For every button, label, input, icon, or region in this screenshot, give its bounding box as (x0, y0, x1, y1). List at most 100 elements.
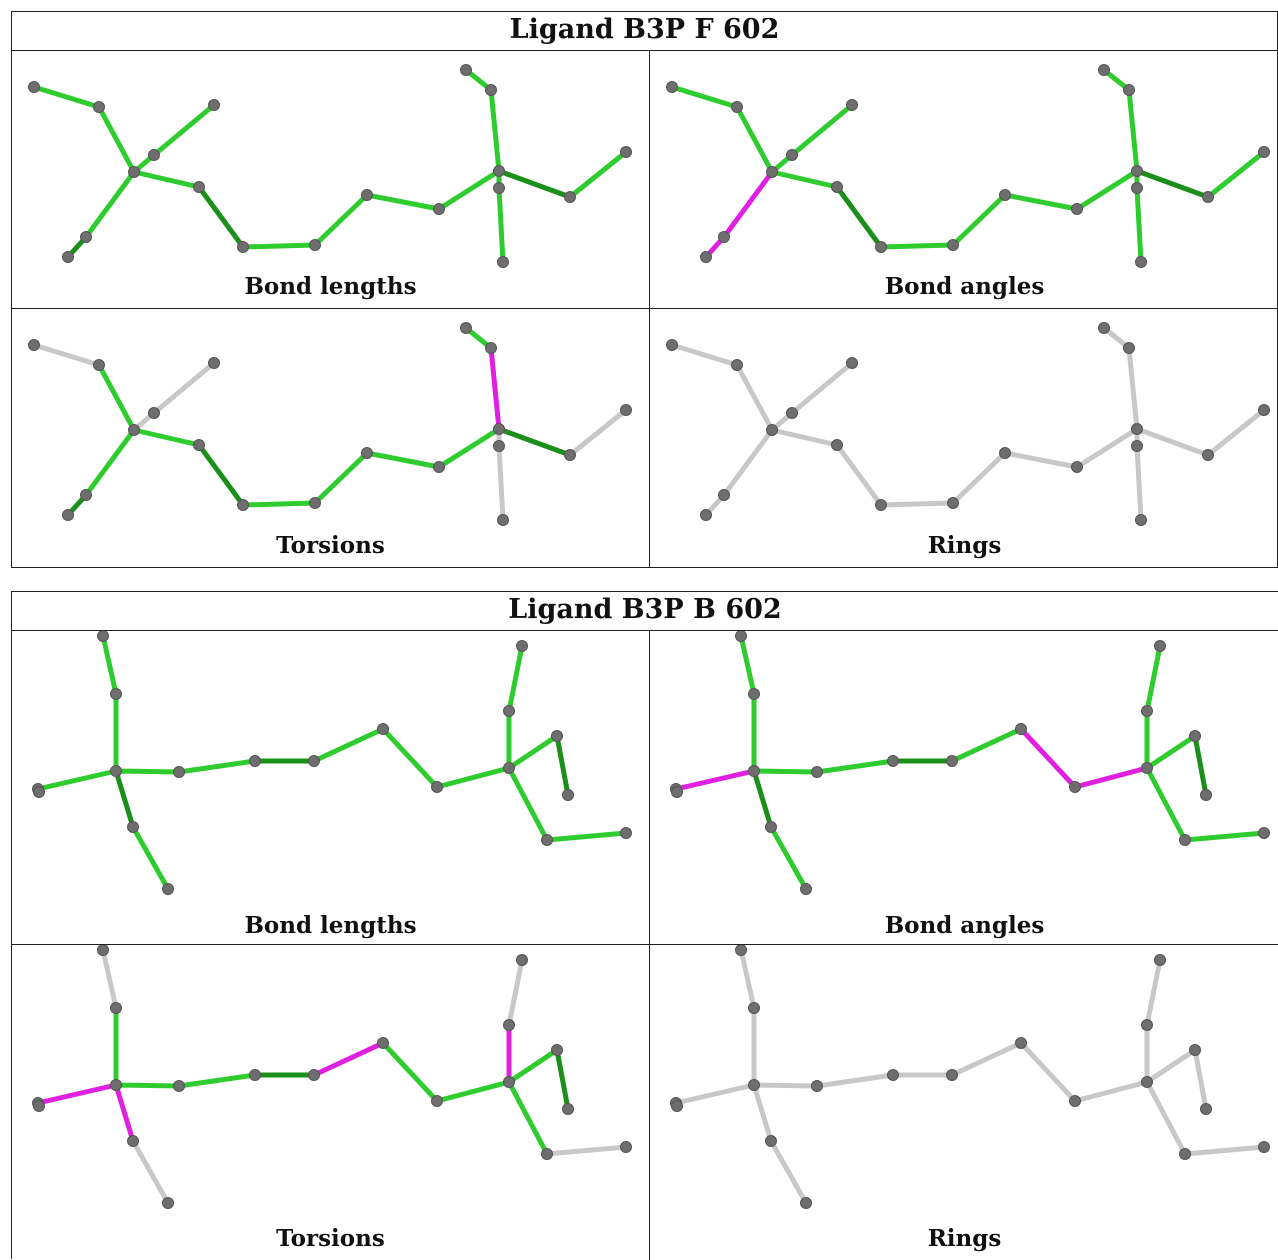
atom (800, 1197, 812, 1209)
atom (110, 1079, 122, 1091)
atom (620, 146, 632, 158)
atom (309, 239, 321, 251)
atom (846, 357, 858, 369)
atom (110, 1002, 122, 1014)
atom (361, 447, 373, 459)
atom (1123, 342, 1135, 354)
bond (496, 443, 506, 523)
bond (751, 1082, 820, 1089)
panel-caption: Rings (927, 532, 1002, 559)
atom (162, 883, 174, 895)
atom (731, 101, 743, 113)
atom (735, 631, 747, 642)
bond (567, 407, 629, 458)
atom (831, 439, 843, 451)
bond (673, 768, 757, 792)
bond (496, 185, 506, 265)
bond (814, 758, 896, 775)
molecule-view (666, 322, 1270, 526)
atom (947, 497, 959, 509)
atom (128, 166, 140, 178)
bond (196, 184, 246, 250)
atom (308, 1069, 320, 1081)
atom (1189, 1044, 1201, 1056)
atom (620, 404, 632, 416)
atom (1098, 322, 1110, 334)
bond (1072, 1079, 1150, 1104)
row-divider (12, 944, 1278, 945)
bond (176, 758, 258, 775)
bond (312, 192, 370, 248)
panel-torsions: Torsions (12, 945, 649, 1260)
bond (434, 1079, 512, 1104)
atom (377, 723, 389, 735)
bond (113, 768, 182, 775)
atom (875, 499, 887, 511)
atom (1154, 954, 1166, 966)
atom (1131, 165, 1143, 177)
bond (878, 242, 956, 250)
atom (128, 424, 140, 436)
bond (1144, 733, 1198, 771)
bond (96, 362, 137, 433)
atom (731, 359, 743, 371)
atom (162, 1197, 174, 1209)
atom (503, 762, 515, 774)
molecule-view (670, 631, 1270, 895)
atom (1179, 1148, 1191, 1160)
bond (496, 426, 573, 458)
atom (433, 461, 445, 473)
atom (493, 423, 505, 435)
bond (1205, 149, 1267, 200)
atom (700, 251, 712, 263)
atom (80, 489, 92, 501)
atom (127, 821, 139, 833)
atom (431, 1095, 443, 1107)
bond (789, 360, 855, 416)
bond (554, 1047, 571, 1112)
atom (1154, 640, 1166, 652)
panel-bond-lengths: Bond lengths (12, 51, 649, 308)
atom (361, 189, 373, 201)
atom (237, 499, 249, 511)
bond (380, 1040, 440, 1104)
bond (488, 345, 502, 432)
bond (949, 726, 1024, 764)
atom (541, 834, 553, 846)
bond (544, 1144, 629, 1157)
atom (62, 251, 74, 263)
bond (151, 102, 217, 158)
panel-bond-angles: Bond angles (650, 631, 1278, 944)
atom (1141, 1019, 1153, 1031)
bond (734, 104, 775, 175)
bond (769, 169, 840, 190)
bond (130, 824, 171, 892)
atom (208, 357, 220, 369)
bond (506, 1047, 560, 1085)
bond (1126, 345, 1140, 432)
molecule-view (28, 64, 632, 268)
bond (949, 1040, 1024, 1078)
bond (669, 342, 740, 368)
atom (766, 424, 778, 436)
atom (193, 439, 205, 451)
bond (312, 450, 370, 506)
atom (173, 766, 185, 778)
column-divider (649, 630, 650, 1260)
bond (488, 87, 502, 174)
bond (35, 1082, 119, 1106)
ligand-title: Ligand B3P F 602 (12, 12, 1277, 51)
bond (768, 824, 809, 892)
ligand-table-f602: Ligand B3P F 602 Bond lengths Bond angle… (11, 11, 1278, 568)
atom (875, 241, 887, 253)
atom (1179, 834, 1191, 846)
atom (1015, 1037, 1027, 1049)
bond (176, 1072, 258, 1089)
bond (196, 442, 246, 508)
atom (946, 1069, 958, 1081)
atom (208, 99, 220, 111)
bond (721, 427, 775, 498)
atom (148, 407, 160, 419)
atom (33, 1100, 45, 1112)
bond (380, 726, 440, 790)
